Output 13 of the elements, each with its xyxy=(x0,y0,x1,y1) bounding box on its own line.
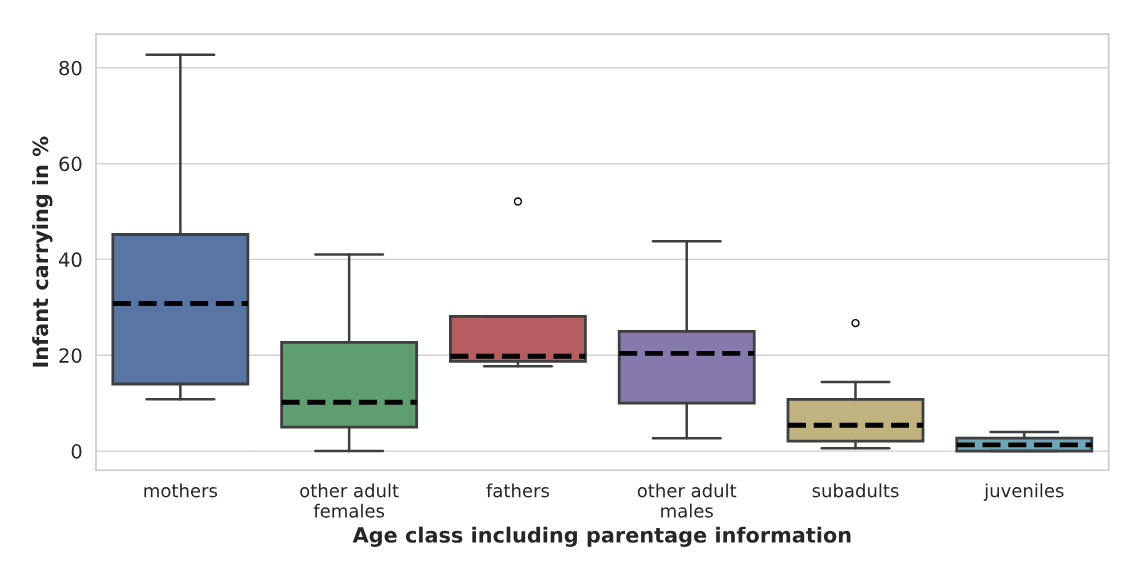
x-tick-label: mothers xyxy=(144,483,218,498)
x-tick-label: fathers xyxy=(486,483,549,498)
y-axis-title: Infant carrying in % xyxy=(32,136,53,367)
x-tick-label: subadults xyxy=(812,483,899,498)
x-tick-label: juveniles xyxy=(983,483,1064,501)
y-tick-label: 40 xyxy=(58,252,82,268)
y-tick-label: 60 xyxy=(59,156,82,172)
x-tick-label: other adult females xyxy=(300,483,399,518)
y-tick-label: 20 xyxy=(59,348,82,363)
x-tick-label: other adult males xyxy=(637,483,737,518)
x-axis-title: Age class including parentage information xyxy=(352,526,851,548)
y-tick-label: 80 xyxy=(59,60,82,76)
y-tick-label: 0 xyxy=(71,444,82,459)
